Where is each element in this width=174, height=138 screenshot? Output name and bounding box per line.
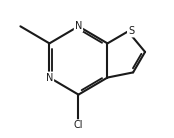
Text: Cl: Cl: [74, 120, 83, 130]
Text: S: S: [128, 26, 134, 36]
Text: N: N: [75, 21, 82, 31]
Text: N: N: [46, 73, 53, 83]
